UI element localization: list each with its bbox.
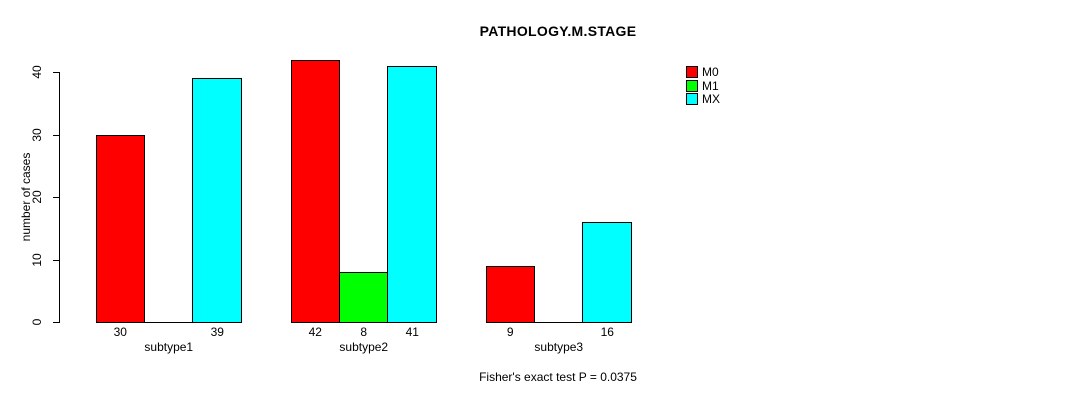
- bar-m0-subtype1: [96, 135, 145, 323]
- y-tick-mark: [53, 322, 59, 323]
- zero-bar-m1-subtype3: [535, 322, 584, 323]
- legend-row-m0: M0: [686, 66, 719, 78]
- y-tick-mark: [53, 72, 59, 73]
- bar-mx-subtype3: [582, 222, 632, 323]
- bar-m1-subtype2: [339, 272, 388, 323]
- bar-m0-subtype3: [486, 266, 535, 323]
- y-tick-mark: [53, 197, 59, 198]
- bar-value-label: 39: [210, 325, 224, 339]
- bar-m0-subtype2: [291, 60, 340, 323]
- stat-annotation: Fisher's exact test P = 0.0375: [479, 370, 637, 384]
- legend-row-mx: MX: [686, 93, 720, 105]
- legend-swatch-mx: [686, 93, 698, 105]
- legend-label: M0: [702, 65, 719, 79]
- bar-value-label: 41: [405, 325, 419, 339]
- bar-value-label: 9: [506, 325, 514, 339]
- y-tick-label: 0: [30, 318, 44, 326]
- legend-swatch-m0: [686, 66, 698, 78]
- y-tick-label: 10: [30, 253, 44, 267]
- y-tick-label: 30: [30, 128, 44, 142]
- y-tick-mark: [53, 260, 59, 261]
- bar-value-label: 16: [600, 325, 614, 339]
- legend-label: M1: [702, 79, 719, 93]
- bar-value-label: 30: [113, 325, 127, 339]
- legend-row-m1: M1: [686, 80, 719, 92]
- bar-mx-subtype1: [192, 78, 242, 323]
- x-category-label-subtype1: subtype1: [144, 340, 194, 354]
- legend-swatch-m1: [686, 80, 698, 92]
- zero-bar-m1-subtype1: [145, 322, 194, 323]
- y-tick-mark: [53, 135, 59, 136]
- y-axis-line: [59, 72, 60, 323]
- bar-value-label: 8: [360, 325, 368, 339]
- x-category-label-subtype2: subtype2: [339, 340, 389, 354]
- bar-value-label: 42: [308, 325, 322, 339]
- y-tick-label: 40: [30, 65, 44, 79]
- chart-title: PATHOLOGY.M.STAGE: [479, 23, 637, 39]
- y-tick-label: 20: [30, 190, 44, 204]
- legend-label: MX: [702, 92, 720, 106]
- bar-mx-subtype2: [387, 66, 437, 323]
- x-category-label-subtype3: subtype3: [534, 340, 584, 354]
